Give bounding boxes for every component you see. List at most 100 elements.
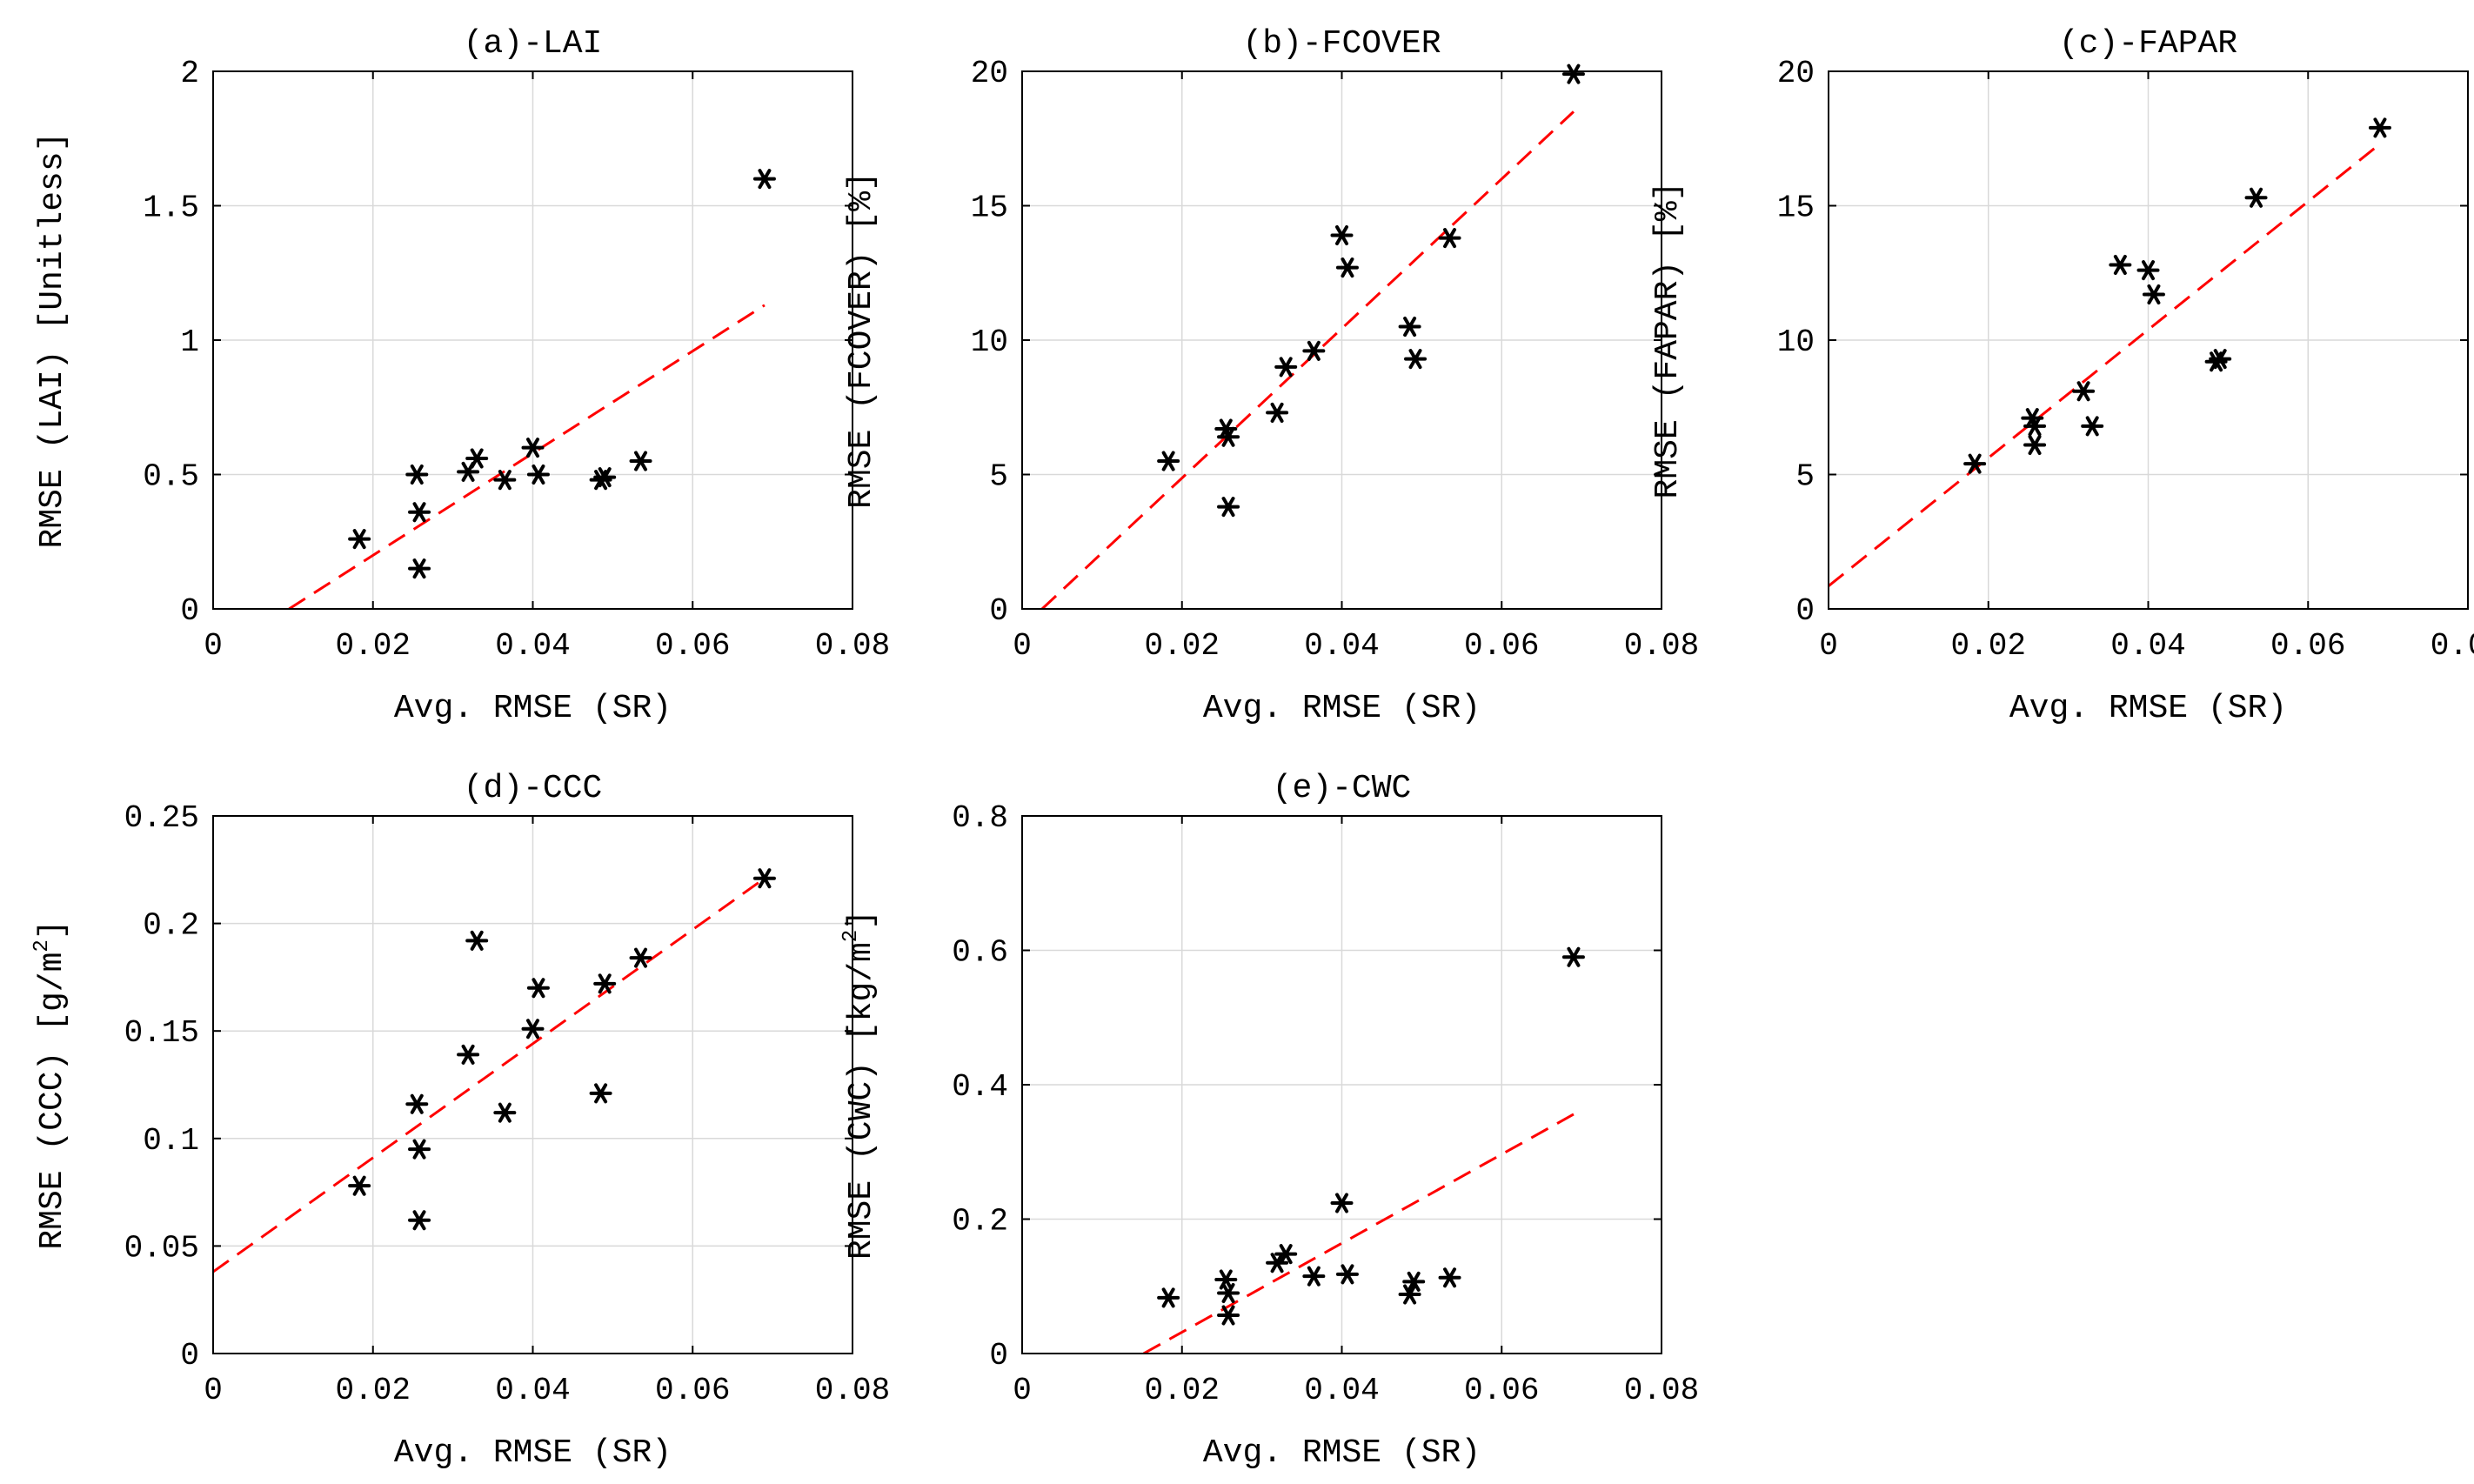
data-point bbox=[408, 1210, 431, 1231]
data-point bbox=[1402, 1271, 1426, 1292]
chart-title: (b)-FCOVER bbox=[1242, 25, 1441, 63]
x-tick-label: 0.06 bbox=[2270, 628, 2345, 664]
x-tick-label: 0.02 bbox=[1145, 1373, 1220, 1408]
data-point bbox=[405, 1093, 429, 1114]
y-tick-label: 0.2 bbox=[143, 908, 199, 944]
x-tick-label: 0.04 bbox=[495, 1373, 570, 1408]
x-axis-label: Avg. RMSE (SR) bbox=[1203, 1434, 1481, 1472]
data-point bbox=[1330, 224, 1354, 246]
y-axis-label-part: RMSE (LAI) [Unitless] bbox=[34, 132, 71, 549]
data-point bbox=[629, 947, 652, 968]
data-point bbox=[526, 978, 550, 999]
x-tick-label: 0.08 bbox=[815, 1373, 890, 1408]
y-axis-label-superscript: 2 bbox=[30, 939, 54, 952]
y-axis-label: RMSE (CWC) [kg/m2] bbox=[839, 910, 880, 1260]
data-point bbox=[465, 930, 489, 951]
fit-line bbox=[213, 877, 766, 1273]
chart-fapar: 0 0.02 0.04 0.06 0.08 0 5 10 15 20 (c)-FAPAR Avg. R… bbox=[1649, 25, 2474, 727]
data-point bbox=[1217, 1282, 1240, 1303]
y-axis-label-part: ] bbox=[843, 910, 880, 930]
data-point bbox=[752, 868, 776, 889]
data-point bbox=[1302, 1266, 1326, 1287]
x-tick-label: 0.02 bbox=[336, 1373, 411, 1408]
chart-title: (c)-FAPAR bbox=[2059, 25, 2237, 63]
y-tick-label: 20 bbox=[1777, 56, 1815, 91]
x-tick-label: 0.04 bbox=[1304, 628, 1379, 664]
data-point bbox=[2136, 260, 2160, 281]
data-point bbox=[593, 467, 617, 488]
x-axis-label: Avg. RMSE (SR) bbox=[2009, 690, 2287, 727]
y-axis-label-part: RMSE (CWC) [kg/m bbox=[843, 942, 880, 1260]
y-axis-label: RMSE (FAPAR) [%] bbox=[1649, 182, 1687, 499]
x-tick-label: 0.06 bbox=[655, 1373, 730, 1408]
y-tick-label: 5 bbox=[989, 459, 1008, 495]
y-tick-label: 0 bbox=[180, 1338, 199, 1374]
data-point bbox=[1398, 1284, 1421, 1305]
y-tick-label: 0.6 bbox=[952, 935, 1008, 971]
data-point bbox=[521, 1019, 545, 1039]
data-point bbox=[2072, 381, 2096, 402]
fit-line bbox=[1142, 1113, 1575, 1354]
data-point bbox=[1217, 426, 1240, 447]
y-tick-label: 0 bbox=[1795, 593, 1815, 629]
data-point bbox=[629, 451, 652, 471]
chart-lai: 0 0.02 0.04 0.06 0.08 0 0.5 1 1.5 2 (a)-LAI Avg. RM… bbox=[34, 25, 890, 727]
y-tick-label: 0 bbox=[989, 593, 1008, 629]
data-point bbox=[408, 558, 431, 579]
y-tick-label: 10 bbox=[971, 324, 1008, 360]
data-point bbox=[1561, 64, 1585, 84]
y-tick-label: 0.1 bbox=[143, 1123, 199, 1159]
y-tick-label: 0.2 bbox=[952, 1204, 1008, 1240]
data-point bbox=[2142, 284, 2165, 304]
x-tick-label: 0.06 bbox=[655, 628, 730, 664]
x-tick-label: 0.06 bbox=[1464, 1373, 1539, 1408]
data-point bbox=[1438, 1267, 1461, 1288]
data-point bbox=[1266, 402, 1289, 423]
y-tick-label: 0.5 bbox=[143, 459, 199, 495]
data-point bbox=[1335, 257, 1359, 278]
y-tick-label: 0.05 bbox=[124, 1230, 199, 1266]
x-tick-label: 0.08 bbox=[1624, 1373, 1699, 1408]
data-point bbox=[521, 438, 545, 458]
y-tick-label: 0.4 bbox=[952, 1069, 1008, 1105]
y-axis-label-part: RMSE (FCOVER) [%] bbox=[843, 171, 880, 509]
y-tick-label: 0.8 bbox=[952, 800, 1008, 836]
data-point bbox=[465, 448, 489, 469]
chart-title: (d)-CCC bbox=[464, 770, 603, 807]
chart-cwc: 0 0.02 0.04 0.06 0.08 0 0.2 0.4 0.6 0.8 (e)-CWC Avg… bbox=[839, 770, 1699, 1472]
y-tick-label: 0 bbox=[180, 593, 199, 629]
y-axis-label-superscript: 2 bbox=[839, 930, 863, 942]
x-axis-label: Avg. RMSE (SR) bbox=[394, 1434, 672, 1472]
data-point bbox=[457, 1044, 480, 1065]
y-tick-label: 0.15 bbox=[124, 1015, 199, 1051]
y-tick-label: 15 bbox=[1777, 191, 1815, 226]
data-point bbox=[493, 1102, 517, 1123]
x-tick-label: 0.08 bbox=[1624, 628, 1699, 664]
data-point bbox=[526, 464, 550, 485]
x-tick-label: 0.02 bbox=[1145, 628, 1220, 664]
x-tick-label: 0.04 bbox=[495, 628, 570, 664]
data-point bbox=[1561, 946, 1585, 967]
data-point bbox=[1157, 1287, 1180, 1308]
y-axis-label-part: RMSE (FAPAR) [%] bbox=[1649, 182, 1687, 499]
data-point bbox=[1404, 349, 1428, 370]
data-point bbox=[408, 1139, 431, 1160]
data-point bbox=[2109, 254, 2132, 276]
data-point bbox=[1302, 340, 1326, 361]
data-point bbox=[1266, 1253, 1289, 1273]
data-point bbox=[2023, 416, 2047, 437]
data-point bbox=[2368, 117, 2391, 138]
data-point bbox=[1438, 228, 1461, 249]
data-point bbox=[593, 973, 617, 994]
x-tick-label: 0 bbox=[204, 628, 223, 664]
y-axis-label-part: RMSE (CCC) [g/m bbox=[34, 953, 71, 1250]
chart-ccc: 0 0.02 0.04 0.06 0.08 0 0.05 0.1 0.15 0.2 0.25 (d)-… bbox=[30, 770, 890, 1472]
x-tick-label: 0 bbox=[1819, 628, 1838, 664]
x-tick-label: 0 bbox=[1013, 628, 1032, 664]
data-point bbox=[2023, 434, 2047, 456]
x-tick-label: 0.08 bbox=[2431, 628, 2474, 664]
y-axis-label: RMSE (LAI) [Unitless] bbox=[34, 132, 71, 549]
data-point bbox=[2209, 349, 2232, 370]
data-point bbox=[1274, 357, 1298, 378]
